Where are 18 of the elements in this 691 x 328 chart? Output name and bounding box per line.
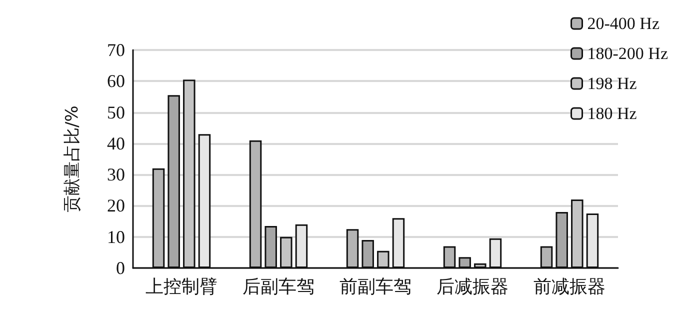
x-tick-label: 上控制臂	[146, 276, 218, 298]
x-tick-label: 后减振器	[436, 276, 508, 298]
y-tick-label: 0	[116, 258, 125, 278]
x-tick-label: 前副车驾	[340, 276, 412, 298]
y-axis-title: 贡献量占比/%	[62, 106, 82, 212]
x-tick-label: 前减振器	[534, 276, 606, 298]
x-tick-label: 后副车驾	[242, 276, 314, 298]
y-tick-label: 40	[107, 133, 125, 154]
y-tick-label: 30	[107, 164, 125, 185]
legend-label: 198 Hz	[587, 74, 638, 93]
legend-label: 180-200 Hz	[587, 44, 668, 63]
y-tick-label: 70	[107, 40, 125, 60]
legend-label: 180 Hz	[587, 104, 638, 123]
y-tick-label: 20	[107, 196, 125, 216]
legend-label: 20-400 Hz	[587, 14, 660, 33]
y-tick-label: 60	[107, 71, 125, 92]
y-tick-label: 10	[107, 226, 125, 247]
y-tick-label: 50	[107, 102, 125, 122]
